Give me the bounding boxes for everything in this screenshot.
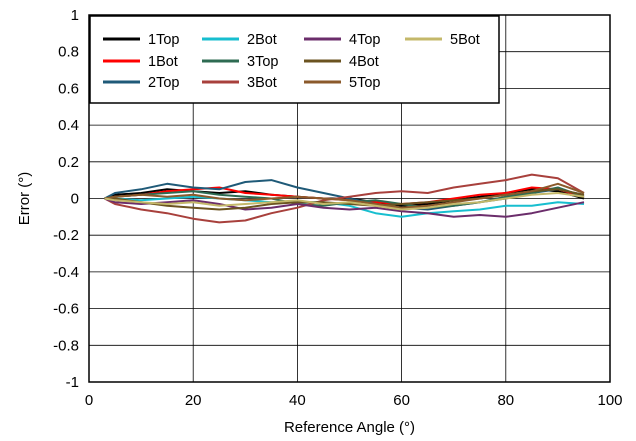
x-tick-label: 80 <box>497 392 514 409</box>
legend-label-2bot: 2Bot <box>247 32 277 48</box>
series-line-5bot <box>104 192 585 211</box>
y-tick-label: 0.6 <box>58 80 79 97</box>
y-tick-label: -0.8 <box>53 337 79 354</box>
x-tick-label: 100 <box>597 392 622 409</box>
legend-label-1top: 1Top <box>148 32 179 48</box>
x-tick-label: 40 <box>289 392 306 409</box>
x-axis-label: Reference Angle (°) <box>284 419 415 436</box>
plot-frame <box>88 14 611 383</box>
y-tick-label: -0.6 <box>53 301 79 318</box>
legend-label-4top: 4Top <box>349 32 380 48</box>
legend-label-5top: 5Top <box>349 75 380 91</box>
legend: 1Top 1Bot 2Top 2Bot 3Top 3Bot 4Top 4Bot 5Top 5Bot <box>89 15 500 104</box>
x-tick-label: 0 <box>85 392 93 409</box>
series-layer <box>104 173 585 224</box>
y-axis-label: Error (°) <box>16 172 33 226</box>
y-tick-labels: 1 0.8 0.6 0.4 0.2 0 -0.2 -0.4 -0.6 -0.8 -1 <box>53 7 79 391</box>
y-tick-label: 0.8 <box>58 44 79 61</box>
legend-label-1bot: 1Bot <box>148 54 178 70</box>
legend-label-5bot: 5Bot <box>450 32 480 48</box>
y-tick-label: 0.4 <box>58 117 79 134</box>
series-line-5top <box>104 182 585 209</box>
x-tick-labels: 0 20 40 60 80 100 <box>85 392 623 409</box>
y-tick-label: 0 <box>71 191 79 208</box>
x-tick-label: 20 <box>185 392 202 409</box>
legend-label-2top: 2Top <box>148 75 179 91</box>
series-line-4top <box>104 197 585 218</box>
x-tick-label: 60 <box>393 392 410 409</box>
y-tick-label: 1 <box>71 7 79 24</box>
y-tick-label: -0.4 <box>53 264 79 281</box>
y-tick-label: -0.2 <box>53 227 79 244</box>
y-tick-label: -1 <box>66 374 79 391</box>
legend-label-4bot: 4Bot <box>349 54 379 70</box>
y-tick-label: 0.2 <box>58 154 79 171</box>
legend-label-3top: 3Top <box>247 54 278 70</box>
legend-box <box>89 15 500 104</box>
legend-label-3bot: 3Bot <box>247 75 277 91</box>
